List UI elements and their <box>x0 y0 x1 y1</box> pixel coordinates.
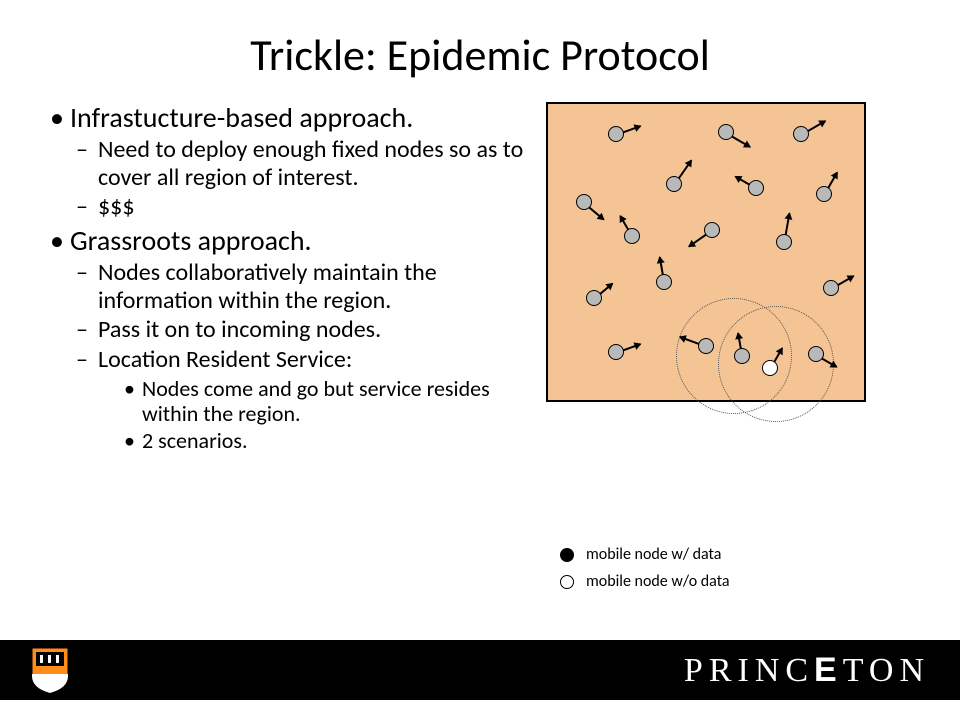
legend: mobile node w/ data mobile node w/o data <box>560 545 730 599</box>
mobile-node-with-data <box>704 222 720 238</box>
bullet-1-text: Infrastucture-based approach. <box>70 100 413 135</box>
mobile-node-with-data <box>666 176 682 192</box>
content-area: Infrastucture-based approach. Need to de… <box>0 92 960 457</box>
legend-row-without-data: mobile node w/o data <box>560 572 730 591</box>
mobile-node-with-data <box>748 180 764 196</box>
bullet-2c2: 2 scenarios. <box>98 428 546 453</box>
bullet-2b: Pass it on to incoming nodes. <box>70 316 546 344</box>
bullet-2c-text: Location Resident Service: <box>98 345 352 374</box>
bullet-list: Infrastucture-based approach. Need to de… <box>46 102 546 453</box>
legend-dot-hollow-icon <box>560 575 574 589</box>
bullet-1b: $$$ <box>70 193 546 221</box>
footer-bar: PRINCETON <box>0 640 960 700</box>
text-column: Infrastucture-based approach. Need to de… <box>46 102 546 457</box>
bullet-1: Infrastucture-based approach. Need to de… <box>46 102 546 221</box>
shield-logo-icon <box>30 646 70 694</box>
bullet-2: Grassroots approach. Nodes collaborative… <box>46 225 546 453</box>
mobile-node-with-data <box>793 126 809 142</box>
legend-label-with: mobile node w/ data <box>586 545 721 564</box>
bullet-2-text: Grassroots approach. <box>70 223 312 258</box>
mobile-node-with-data <box>734 348 750 364</box>
slide-title: Trickle: Epidemic Protocol <box>0 0 960 92</box>
mobile-node-with-data <box>576 194 592 210</box>
mobile-node-with-data <box>698 338 714 354</box>
diagram-column <box>546 102 886 457</box>
mobile-node-without-data <box>762 360 778 376</box>
mobile-node-with-data <box>656 274 672 290</box>
legend-label-without: mobile node w/o data <box>586 572 730 591</box>
bullet-2c: Location Resident Service: Nodes come an… <box>70 346 546 453</box>
mobile-node-with-data <box>823 280 839 296</box>
bullet-2a: Nodes collaboratively maintain the infor… <box>70 259 546 314</box>
legend-row-with-data: mobile node w/ data <box>560 545 730 564</box>
mobile-node-with-data <box>718 124 734 140</box>
legend-dot-filled-icon <box>560 548 574 562</box>
mobile-node-with-data <box>586 290 602 306</box>
mobile-node-with-data <box>816 186 832 202</box>
mobile-node-with-data <box>608 126 624 142</box>
network-diagram <box>546 102 866 402</box>
mobile-node-with-data <box>608 344 624 360</box>
princeton-wordmark: PRINCETON <box>684 651 930 690</box>
mobile-node-with-data <box>808 346 824 362</box>
bullet-2c1: Nodes come and go but service resides wi… <box>98 376 546 427</box>
bullet-1a: Need to deploy enough fixed nodes so as … <box>70 136 546 191</box>
mobile-node-with-data <box>776 234 792 250</box>
mobile-node-with-data <box>624 228 640 244</box>
